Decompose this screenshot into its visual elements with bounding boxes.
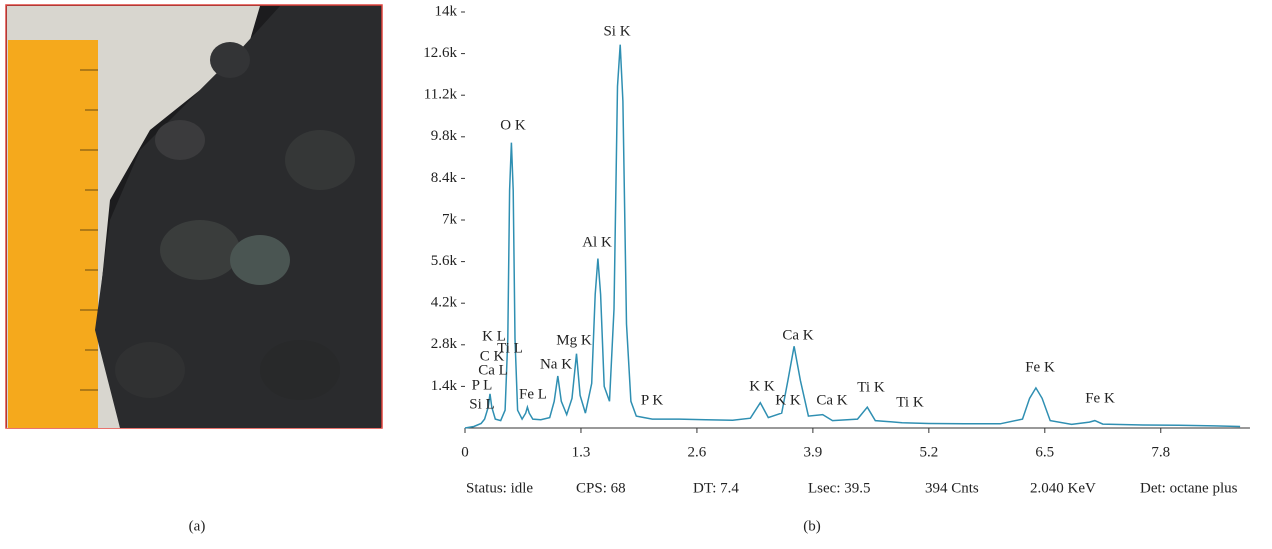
y-tick-label: 8.4k <box>431 170 458 186</box>
peak-label: P K <box>641 392 664 408</box>
status-item: CPS: 68 <box>576 480 626 496</box>
status-item: 394 Cnts <box>925 480 979 496</box>
spectrum: 0 1.3 2.6 3.9 5.2 6.5 7.8 1.4k 2.8k 4.2k 5.6k 7k 8.4… <box>423 3 1250 496</box>
y-tick-label: 9.8k <box>431 128 458 144</box>
peak-label: Ca L <box>478 362 508 378</box>
peak-label: Na K <box>540 356 572 372</box>
x-tick-label: 7.8 <box>1151 444 1170 460</box>
peak-label: K L <box>482 328 506 344</box>
peak-label: Ti K <box>857 379 885 395</box>
status-item: Det: octane plus <box>1140 480 1238 496</box>
peak-label: C K <box>480 348 505 364</box>
peak-label: Si K <box>603 23 630 39</box>
peak-label: Fe K <box>1085 390 1115 406</box>
x-tick-label: 3.9 <box>804 444 823 460</box>
peak-label: P L <box>472 377 493 393</box>
y-tick-label: 14k <box>435 3 458 19</box>
status-item: 2.040 KeV <box>1030 480 1096 496</box>
x-tick-label: 5.2 <box>919 444 938 460</box>
y-tick-label: 2.8k <box>431 336 458 352</box>
peak-label: O K <box>500 117 526 133</box>
peak-label: Ti L <box>497 340 523 356</box>
y-tick-label: 7k <box>442 211 458 227</box>
status-item: Status: idle <box>466 480 533 496</box>
status-item: DT: 7.4 <box>693 480 739 496</box>
peak-label: K K <box>775 392 801 408</box>
peak-label: Ca K <box>782 327 813 343</box>
peak-label: Mg K <box>556 332 592 348</box>
peak-label: Ti K <box>896 394 924 410</box>
x-tick-label: 6.5 <box>1035 444 1054 460</box>
peak-label: Si L <box>469 396 494 412</box>
y-tick-label: 12.6k <box>423 45 457 61</box>
peak-label: Fe K <box>1025 359 1055 375</box>
spectrum-line <box>464 44 1241 429</box>
peak-label: Al K <box>582 234 612 250</box>
y-tick-label: 5.6k <box>431 253 458 269</box>
x-tick-label: 2.6 <box>688 444 707 460</box>
x-tick-label: 1.3 <box>572 444 591 460</box>
status-item: Lsec: 39.5 <box>808 480 870 496</box>
y-tick-label: 1.4k <box>431 378 458 394</box>
peak-label: K K <box>749 378 775 394</box>
y-tick-label: 11.2k <box>424 87 458 103</box>
peak-label: Fe L <box>519 386 547 402</box>
photo <box>5 4 383 429</box>
y-tick-label: 4.2k <box>431 295 458 311</box>
caption: (b) <box>803 518 821 534</box>
x-tick-label: 0 <box>461 444 469 460</box>
caption: (a) <box>189 518 206 534</box>
peak-label: Ca K <box>816 392 847 408</box>
